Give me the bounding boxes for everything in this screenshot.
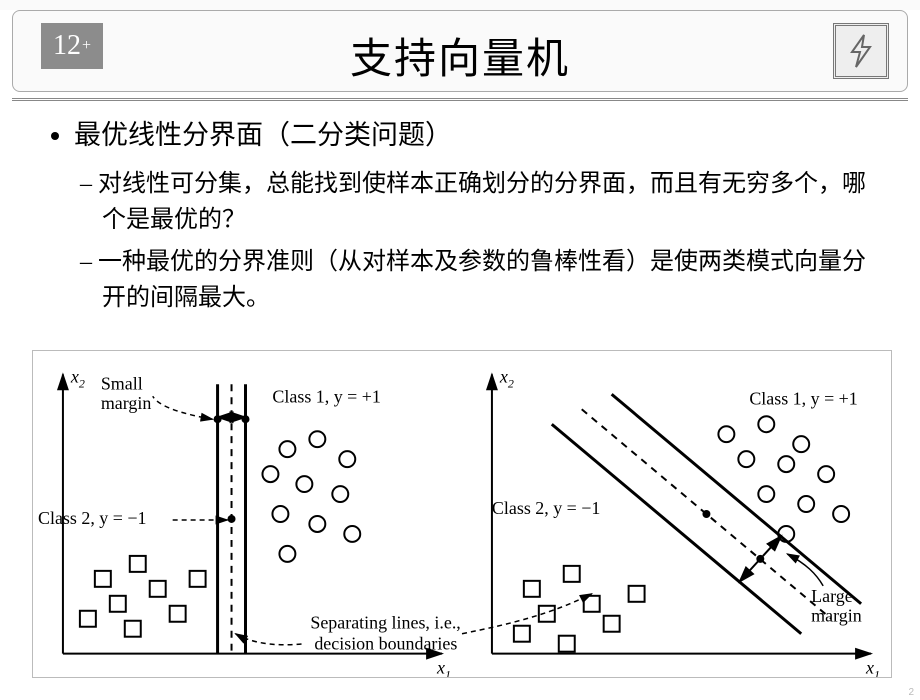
lightning-icon — [833, 23, 889, 79]
sep-label-1: Separating lines, i.e., — [310, 613, 460, 633]
bullet-list: 最优线性分界面（二分类问题） — [46, 115, 880, 156]
small-margin-label-1: Small — [101, 373, 143, 393]
svg-text:x2: x2 — [499, 366, 514, 390]
svg-text:x1: x1 — [865, 658, 880, 677]
right-class1-label: Class 1, y = +1 — [749, 388, 857, 408]
right-plot: x1 x2 Large margin Class 1, y = +1 Class… — [462, 366, 880, 677]
svg-text:x2: x2 — [70, 366, 85, 390]
sub-bullet-2: 一种最优的分界准则（从对样本及参数的鲁棒性看）是使两类模式向量分开的间隔最大。 — [80, 244, 880, 316]
large-margin-label-2: margin — [811, 606, 862, 626]
large-margin-label-1: Large — [811, 586, 853, 606]
sub-bullet-list: 对线性可分集，总能找到使样本正确划分的分界面，而且有无穷多个，哪个是最优的？ 一… — [46, 166, 880, 316]
slide-title: 支持向量机 — [13, 25, 907, 86]
left-plot: x1 x2 Small margin Class 1, y = +1 Class… — [38, 366, 461, 677]
header-panel: 12+ 支持向量机 — [12, 10, 908, 92]
sub-bullet-1: 对线性可分集，总能找到使样本正确划分的分界面，而且有无穷多个，哪个是最优的？ — [80, 166, 880, 238]
svg-text:x1: x1 — [436, 658, 451, 677]
sep-label-2: decision boundaries — [314, 634, 457, 654]
figure-panel: x1 x2 Small margin Class 1, y = +1 Class… — [32, 350, 892, 678]
left-class1-label: Class 1, y = +1 — [272, 386, 380, 406]
content-area: 最优线性分界面（二分类问题） 对线性可分集，总能找到使样本正确划分的分界面，而且… — [0, 101, 920, 316]
slide: 12+ 支持向量机 最优线性分界面（二分类问题） 对线性可分集，总能找到使样本正… — [0, 10, 920, 700]
small-margin-label-2: margin — [101, 393, 152, 413]
svm-figure: x1 x2 Small margin Class 1, y = +1 Class… — [33, 351, 891, 677]
right-class2-label: Class 2, y = −1 — [492, 498, 600, 518]
page-number: 2 — [908, 687, 914, 698]
left-class2-label: Class 2, y = −1 — [38, 508, 146, 528]
bullet-main: 最优线性分界面（二分类问题） — [74, 115, 880, 156]
